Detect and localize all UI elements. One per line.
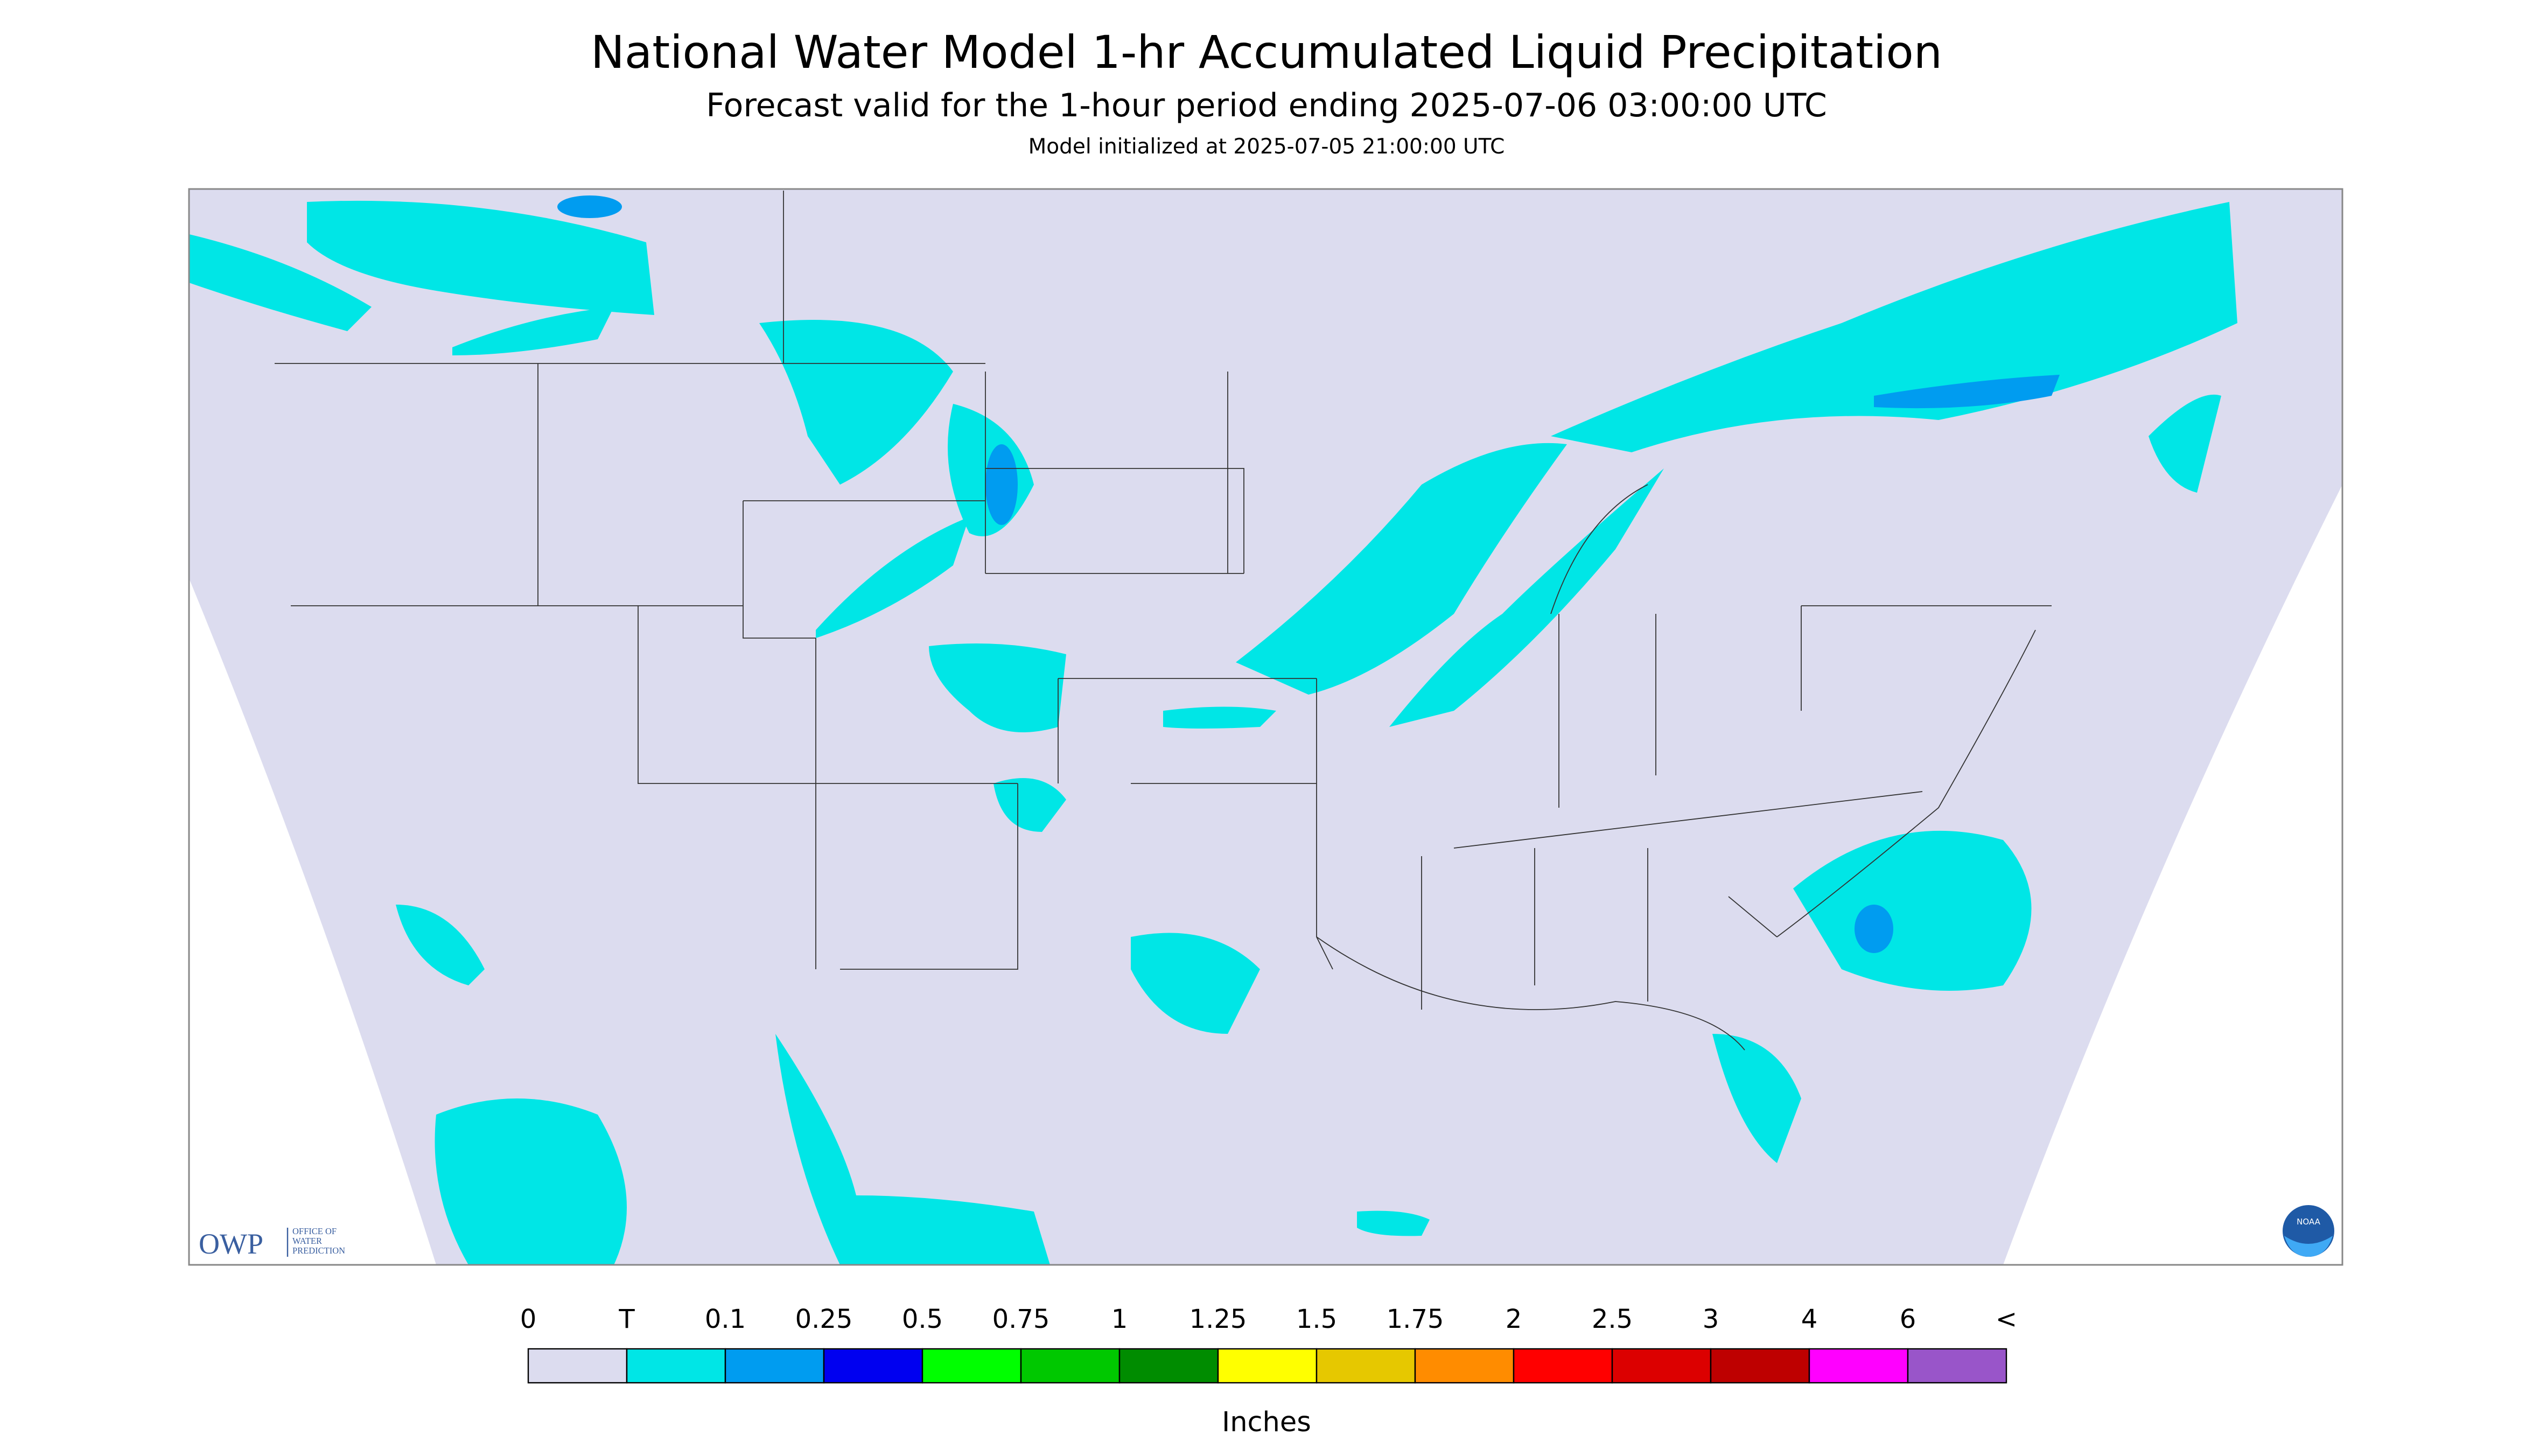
precipitation — [189, 195, 2237, 1265]
legend-label: 0 — [520, 1304, 537, 1334]
projection-edge — [189, 578, 436, 1265]
legend-swatch — [1611, 1348, 1712, 1384]
legend-label: 1 — [1111, 1304, 1128, 1334]
owp-full: OFFICE OF — [292, 1226, 337, 1236]
legend-label: 0.25 — [795, 1304, 853, 1334]
legend-label: < — [1996, 1304, 2017, 1334]
owp-text: OWP — [199, 1228, 263, 1260]
noaa-text: NOAA — [2297, 1217, 2320, 1227]
legend-swatch — [527, 1348, 628, 1384]
legend-label: 2 — [1506, 1304, 1522, 1334]
legend-swatch — [626, 1348, 726, 1384]
legend-label: 2.5 — [1592, 1304, 1633, 1334]
projection-edge — [2003, 485, 2342, 1265]
owp-full: PREDICTION — [292, 1245, 345, 1256]
legend-swatch — [1217, 1348, 1318, 1384]
subtitle: Forecast valid for the 1-hour period end… — [706, 87, 1827, 124]
legend-swatch — [1316, 1348, 1416, 1384]
legend-swatch — [1513, 1348, 1613, 1384]
legend-swatch — [1020, 1348, 1121, 1384]
title: National Water Model 1-hr Accumulated Li… — [591, 26, 1942, 79]
legend-swatch — [724, 1348, 825, 1384]
legend-label: 3 — [1703, 1304, 1719, 1334]
legend-label: 0.75 — [992, 1304, 1050, 1334]
legend-units: Inches — [1222, 1406, 1311, 1438]
legend-label: 6 — [1900, 1304, 1916, 1334]
legend-label: T — [618, 1304, 635, 1334]
owp-full: WATER — [292, 1236, 322, 1246]
legend-label: 1.75 — [1387, 1304, 1444, 1334]
map-frame — [188, 188, 2343, 1266]
legend-swatch — [921, 1348, 1022, 1384]
legend-label: 1.25 — [1189, 1304, 1247, 1334]
legend-swatch — [1808, 1348, 1909, 1384]
legend-swatch — [823, 1348, 923, 1384]
noaa-logo: NOAA — [2283, 1205, 2334, 1257]
state-borders — [275, 191, 2052, 1051]
legend-label: 0.1 — [705, 1304, 746, 1334]
legend-swatch — [1118, 1348, 1219, 1384]
init-note: Model initialized at 2025-07-05 21:00:00… — [1028, 135, 1505, 159]
legend: 0 T 0.1 0.25 0.5 0.75 1 1.25 1.5 1.75 2 2.5 3 4 6 < — [520, 1304, 2017, 1384]
legend-label: 0.5 — [902, 1304, 943, 1334]
owp-logo: OWP OFFICE OF WATER PREDICTION — [199, 1226, 345, 1260]
map-area: OWP OFFICE OF WATER PREDICTION NOAA — [188, 188, 2343, 1266]
legend-label: 4 — [1801, 1304, 1818, 1334]
legend-swatch — [1907, 1348, 2007, 1384]
legend-swatch — [1710, 1348, 1810, 1384]
legend-label: 1.5 — [1296, 1304, 1337, 1334]
legend-swatch — [1414, 1348, 1515, 1384]
